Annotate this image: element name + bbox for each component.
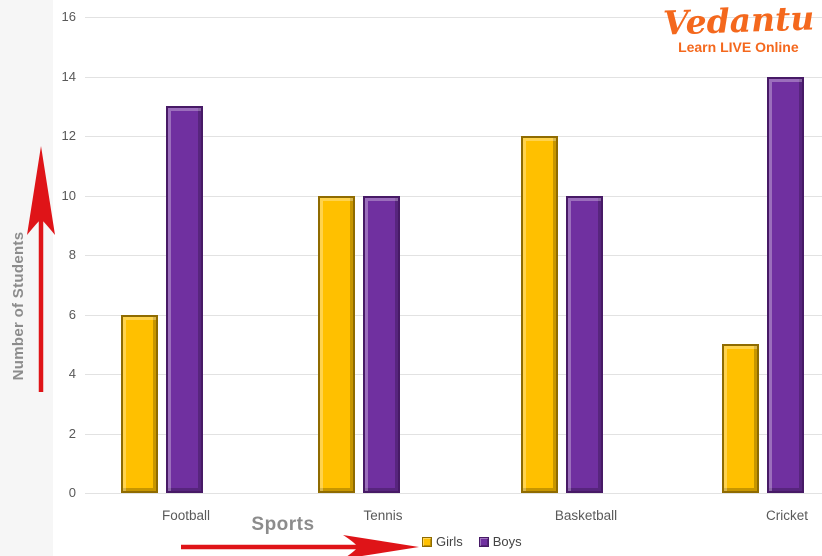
gridline-8 bbox=[85, 255, 822, 256]
bar-girls-tennis bbox=[318, 195, 355, 493]
x-category-label-tennis: Tennis bbox=[363, 508, 403, 523]
legend-item-boys: Boys bbox=[478, 534, 522, 549]
x-category-label-cricket: Cricket bbox=[765, 508, 808, 523]
y-tick-label-10: 10 bbox=[61, 187, 76, 203]
x-category-label-basketball: Basketball bbox=[554, 508, 618, 523]
y-tick-label-8: 8 bbox=[68, 247, 76, 262]
y-axis-title: Number of Students bbox=[10, 217, 30, 395]
bar-boys-tennis bbox=[363, 195, 400, 493]
gridline-4 bbox=[85, 374, 822, 375]
y-tick-label-2: 2 bbox=[68, 425, 76, 441]
y-tick-label-0: 0 bbox=[68, 485, 76, 500]
y-tick-label-4: 4 bbox=[68, 366, 76, 381]
gridline-6 bbox=[85, 314, 822, 316]
gridline-0 bbox=[85, 493, 822, 494]
legend-label-boys: Boys bbox=[492, 534, 522, 549]
x-category-label-football: Football bbox=[161, 508, 211, 523]
x-axis-title: Sports bbox=[238, 514, 328, 536]
legend-swatch-girls-icon bbox=[422, 536, 432, 547]
bar-boys-football bbox=[166, 106, 203, 493]
left-margin-strip bbox=[0, 0, 53, 556]
gridline-12 bbox=[85, 136, 822, 137]
y-axis-title-text: Number of Students bbox=[10, 231, 27, 381]
bar-boys-basketball bbox=[566, 195, 603, 493]
bar-girls-football bbox=[121, 314, 158, 493]
y-tick-label-16: 16 bbox=[61, 9, 76, 24]
y-tick-label-14: 14 bbox=[61, 68, 76, 84]
vedantu-logo-wordmark: Vedantu bbox=[662, 0, 815, 43]
vedantu-logo: Vedantu Learn LIVE Online bbox=[662, 0, 815, 55]
x-axis-title-text: Sports bbox=[251, 514, 315, 535]
legend-label-girls: Girls bbox=[436, 534, 463, 549]
gridline-10 bbox=[85, 195, 822, 197]
gridline-16 bbox=[85, 17, 822, 18]
y-tick-label-6: 6 bbox=[68, 306, 76, 322]
y-tick-label-12: 12 bbox=[61, 128, 76, 143]
gridline-14 bbox=[85, 76, 822, 78]
gridline-2 bbox=[85, 433, 822, 435]
legend-swatch-boys-icon bbox=[478, 536, 489, 547]
bar-girls-basketball bbox=[521, 136, 558, 493]
bar-girls-cricket bbox=[722, 344, 759, 493]
legend-item-girls: Girls bbox=[422, 534, 463, 549]
legend: Girls Boys bbox=[422, 534, 522, 549]
bar-boys-cricket bbox=[767, 76, 804, 493]
vedantu-logo-tagline: Learn LIVE Online bbox=[678, 39, 799, 55]
